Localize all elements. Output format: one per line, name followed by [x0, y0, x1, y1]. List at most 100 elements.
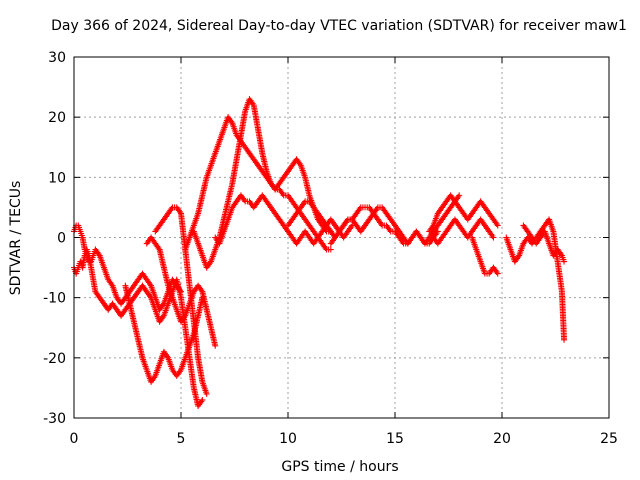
data-trail [247, 151, 256, 161]
data-trail [114, 296, 124, 306]
data-trail [179, 314, 188, 324]
data-trail [156, 248, 167, 269]
data-trail [482, 223, 492, 233]
data-trail [277, 217, 286, 227]
data-trail [358, 223, 367, 233]
data-point [561, 336, 568, 343]
data-trail [102, 302, 111, 312]
data-trail [187, 224, 197, 239]
data-trail [161, 290, 171, 305]
data-trail [161, 350, 171, 360]
data-trail [444, 193, 453, 203]
series-track-n [503, 216, 568, 343]
data-trail [195, 242, 205, 257]
x-tick-labels: 0 5 10 15 20 25 [70, 431, 618, 447]
y-tick-label: -10 [43, 291, 66, 307]
data-trail [199, 175, 210, 197]
data-trail [294, 157, 303, 167]
data-trail [136, 272, 145, 282]
data-trail [350, 211, 359, 221]
data-trail [208, 248, 218, 263]
data-trail [448, 217, 457, 227]
data-trail [251, 199, 260, 209]
data-trail [131, 278, 141, 288]
data-trail [354, 223, 363, 233]
data-trail [251, 157, 260, 167]
data-trail [195, 194, 206, 215]
data-trail [290, 157, 299, 167]
data-trail [521, 223, 530, 233]
data-trail [233, 133, 244, 161]
data-trail [316, 211, 325, 221]
data-trail [273, 211, 282, 221]
data-trail [277, 175, 286, 185]
data-trail [204, 308, 214, 330]
data-trail [225, 181, 235, 203]
data-trail [127, 302, 137, 324]
data-trail [88, 254, 96, 263]
data-trail [264, 170, 274, 185]
data-trail [264, 199, 273, 209]
data-trail [397, 229, 406, 239]
x-tick-label: 20 [493, 431, 511, 447]
data-trail [174, 205, 183, 215]
data-trail [286, 163, 295, 173]
data-trail [521, 236, 530, 246]
data-trail [110, 284, 120, 299]
data-trail [122, 284, 133, 306]
x-tick-label: 15 [386, 431, 404, 447]
data-trail [82, 248, 90, 257]
data-trail [73, 266, 81, 275]
data-trail [217, 230, 227, 245]
data-trail [149, 236, 158, 246]
data-trail [538, 229, 547, 239]
data-point [327, 246, 334, 253]
data-trail [440, 229, 449, 239]
data-trail [90, 248, 98, 257]
data-trail [431, 236, 440, 246]
data-trail [393, 229, 402, 239]
y-tick-label: -20 [43, 351, 66, 367]
data-trail [204, 260, 213, 270]
data-trail [195, 356, 206, 384]
data-trail [534, 236, 543, 246]
series-track-g [190, 96, 334, 271]
data-trail [538, 223, 547, 233]
data-trail [512, 254, 522, 264]
data-trail [294, 205, 303, 215]
data-trail [170, 296, 180, 311]
data-trail [555, 248, 564, 258]
data-trail [457, 205, 466, 215]
data-trail [303, 229, 312, 239]
data-trail [161, 211, 171, 221]
data-trail [457, 223, 466, 233]
data-trail [367, 211, 376, 221]
data-trail [470, 205, 479, 215]
data-trail [212, 139, 222, 155]
data-trail [448, 193, 457, 203]
data-trail [294, 236, 303, 246]
data-trail [461, 229, 470, 239]
data-trail [166, 205, 175, 215]
data-trail [311, 236, 320, 246]
data-trail [259, 151, 270, 173]
x-tick-label: 25 [600, 431, 618, 447]
data-trail [328, 236, 338, 246]
data-trail [320, 217, 329, 227]
data-trail [71, 224, 79, 233]
data-trail [320, 242, 329, 252]
data-trail [384, 223, 393, 233]
data-trail [110, 302, 119, 312]
data-trail [247, 97, 256, 107]
data-trail [204, 164, 214, 179]
data-trail [170, 278, 179, 288]
data-trail [140, 272, 149, 282]
data-trail [136, 284, 145, 294]
data-trail [393, 223, 402, 233]
data-trail [157, 217, 166, 227]
data-trail [410, 229, 419, 239]
data-trail [298, 211, 308, 221]
axis-ticks [73, 56, 610, 419]
data-point [494, 270, 501, 277]
data-trail [388, 217, 397, 227]
